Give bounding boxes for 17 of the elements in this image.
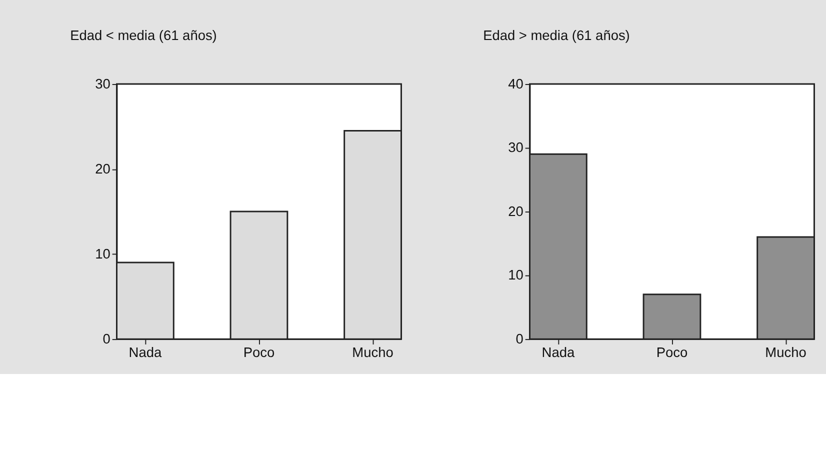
y-tick-label: 40 xyxy=(508,76,524,92)
x-tick-label: Nada xyxy=(128,345,162,360)
y-tick-label: 10 xyxy=(508,268,524,283)
x-tick-label: Nada xyxy=(542,345,575,360)
y-tick-label: 30 xyxy=(95,76,111,92)
chart-title: Edad < media (61 años) xyxy=(70,28,217,43)
y-tick-label: 0 xyxy=(102,331,111,346)
x-tick-label: Mucho xyxy=(765,345,807,360)
x-tick-label: Poco xyxy=(243,345,275,360)
y-tick-label: 10 xyxy=(95,246,111,262)
chart-title: Edad > media (61 años) xyxy=(483,28,630,43)
y-tick-label: 30 xyxy=(508,140,524,156)
x-tick-label: Poco xyxy=(656,345,688,360)
x-tick-label: Mucho xyxy=(352,345,394,360)
y-tick-label: 20 xyxy=(95,161,111,176)
y-tick-label: 0 xyxy=(516,331,524,346)
y-tick-label: 20 xyxy=(508,204,524,219)
